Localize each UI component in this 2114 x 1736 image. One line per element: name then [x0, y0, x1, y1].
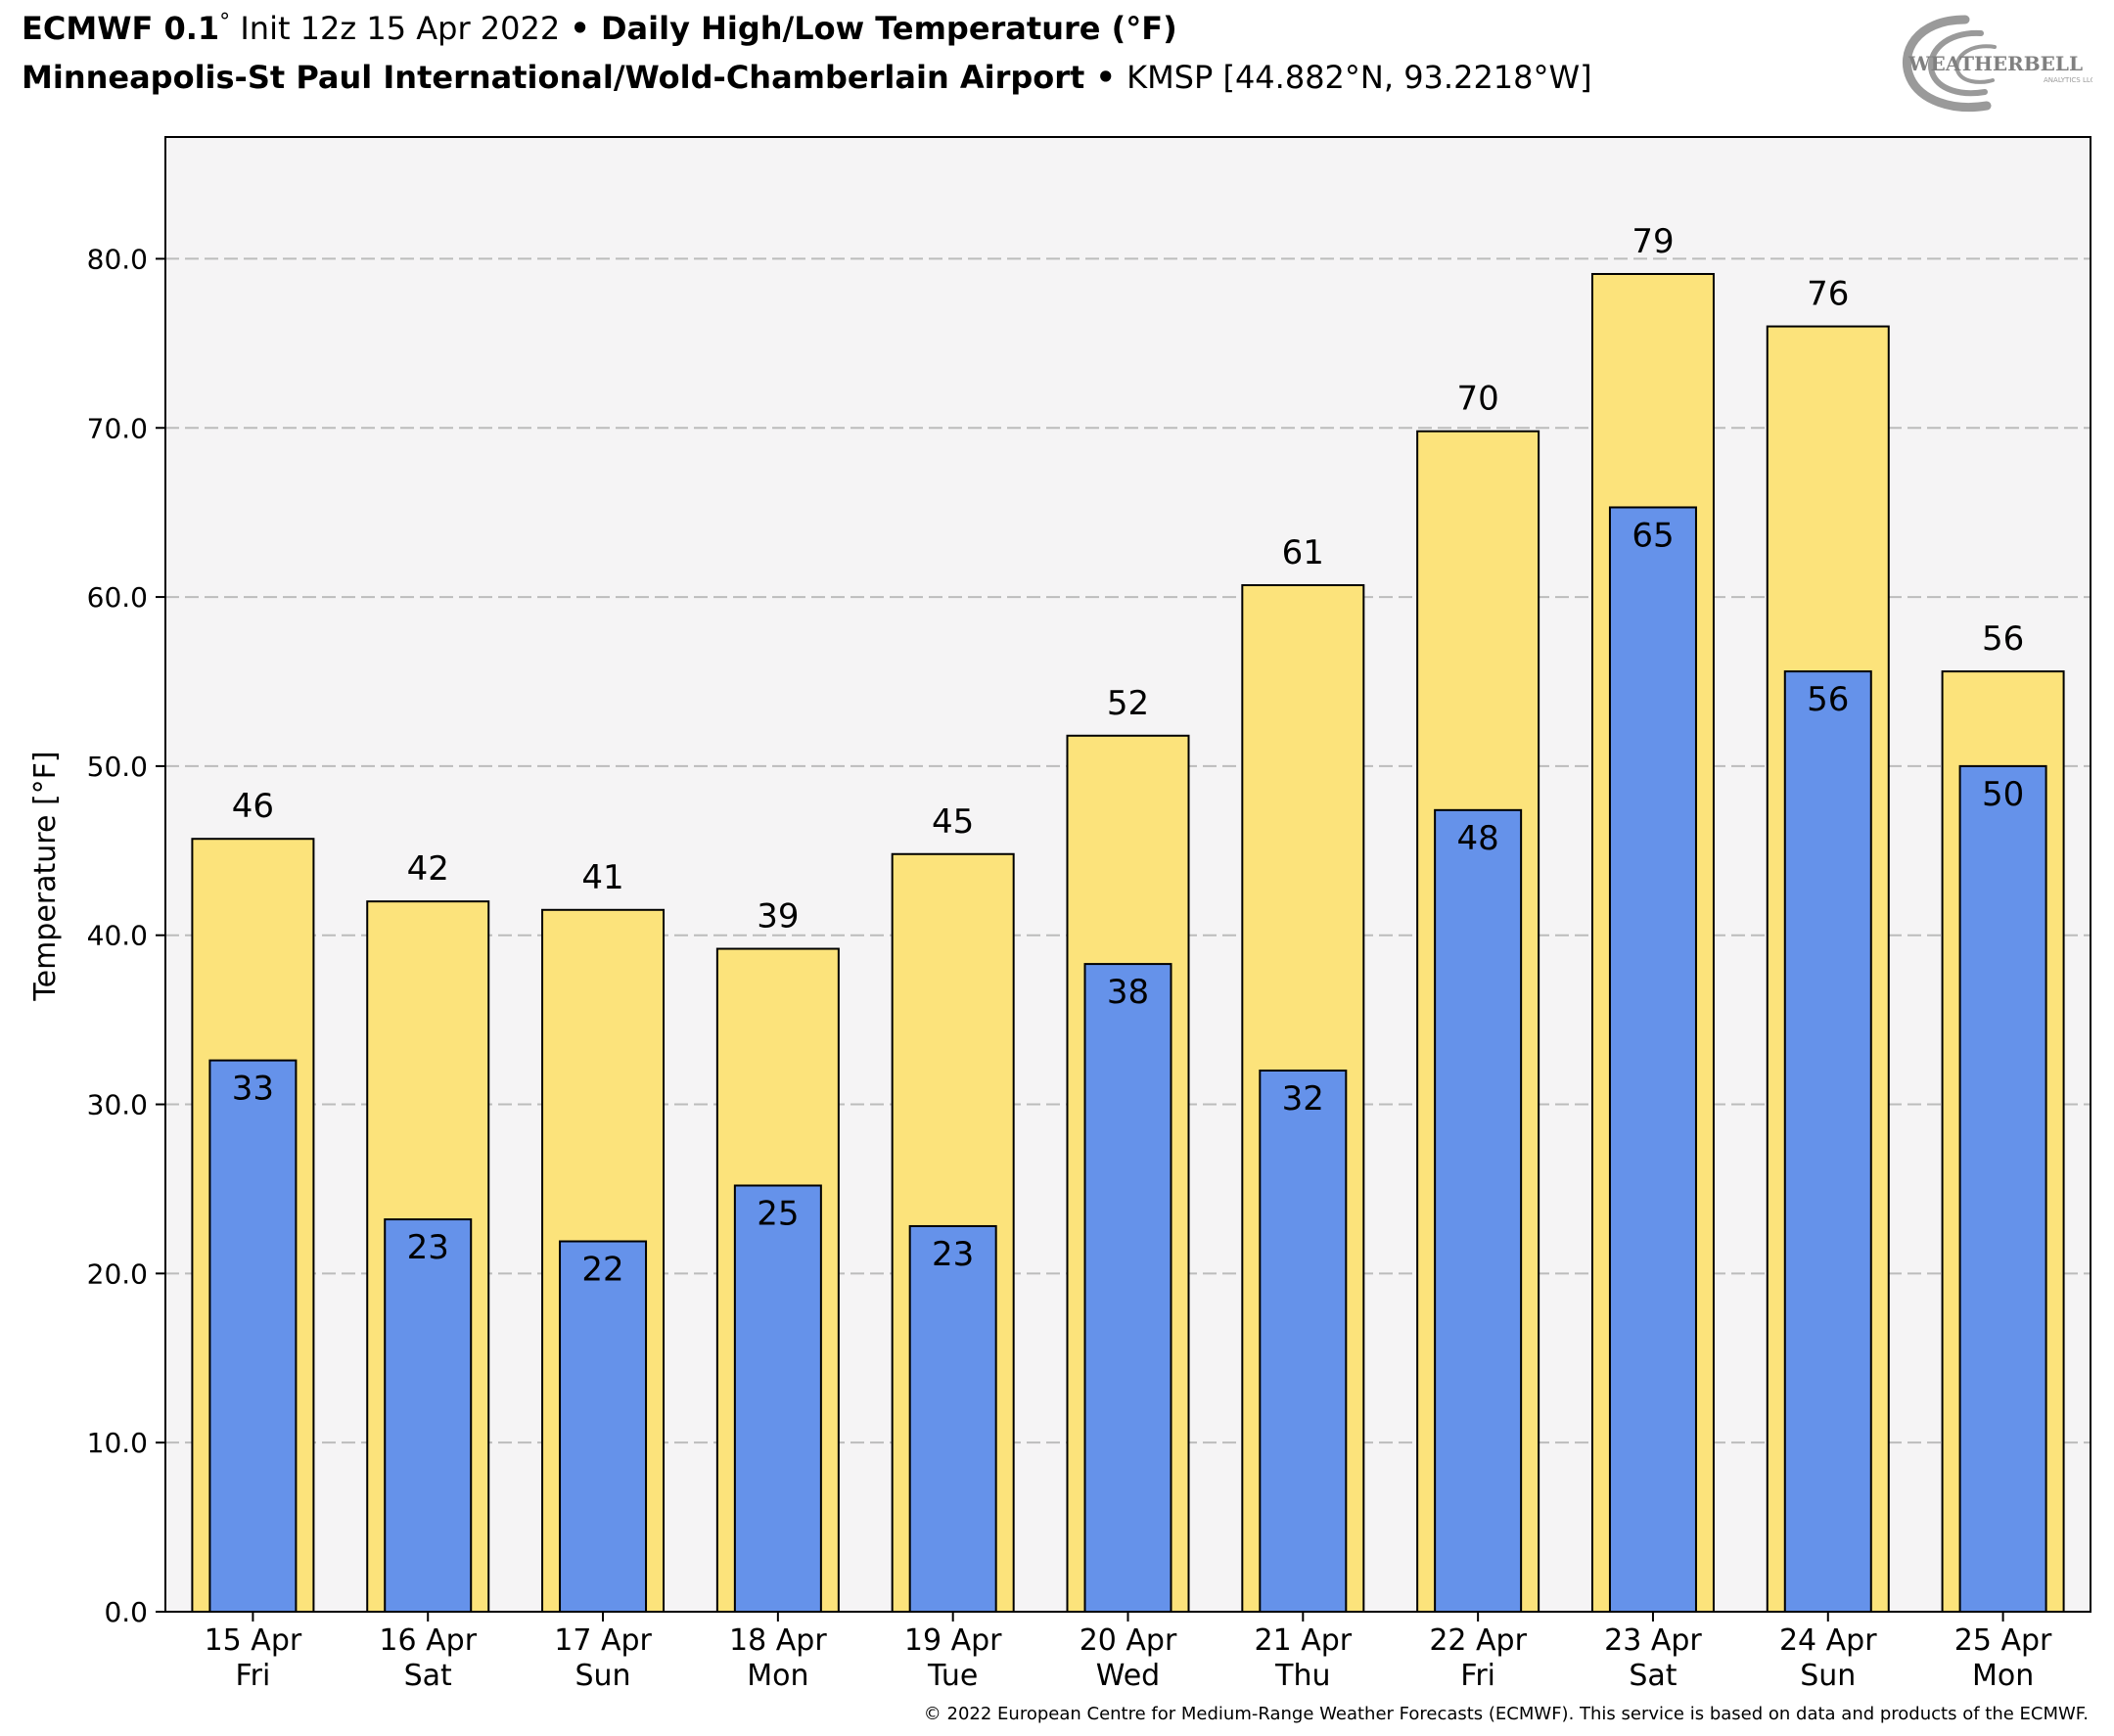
high-value-label: 56 — [1982, 619, 2024, 659]
low-bar — [1083, 963, 1172, 1613]
logo-wordmark: WEATHERBELL — [1907, 52, 2083, 75]
x-tick-label-day: Sat — [404, 1659, 452, 1693]
high-value-label: 61 — [1282, 533, 1324, 572]
y-tick-label: 50.0 — [87, 751, 148, 783]
x-tick-label-day: Sat — [1629, 1659, 1677, 1693]
low-bar — [733, 1184, 822, 1614]
x-tick-label-date: 17 Apr — [554, 1623, 652, 1658]
low-value-label: 56 — [1807, 680, 1849, 719]
low-bar — [384, 1218, 473, 1613]
y-axis-label: Temperature [°F] — [28, 751, 63, 1001]
y-tick-label: 70.0 — [87, 412, 148, 444]
y-tick-label: 40.0 — [87, 920, 148, 952]
low-value-label: 33 — [232, 1070, 274, 1109]
x-tick-label-date: 19 Apr — [904, 1623, 1002, 1658]
x-tick-label-day: Mon — [747, 1659, 808, 1693]
x-tick-label-day: Sun — [1800, 1659, 1856, 1693]
copyright-footer: © 2022 European Centre for Medium-Range … — [923, 1704, 2089, 1724]
high-value-label: 45 — [932, 802, 974, 842]
x-tick-label-date: 16 Apr — [379, 1623, 477, 1658]
low-bar — [1259, 1069, 1348, 1614]
high-value-label: 70 — [1457, 380, 1499, 419]
low-value-label: 38 — [1107, 973, 1149, 1012]
x-tick-label-date: 24 Apr — [1779, 1623, 1877, 1658]
logo-subtext: ANALYTICS LLC — [2044, 76, 2092, 84]
x-tick-label-date: 20 Apr — [1080, 1623, 1177, 1658]
x-tick-label-day: Fri — [236, 1659, 271, 1693]
y-axis: 0.0 10.0 20.0 30.0 40.0 50.0 60.0 70.0 80.0 — [87, 243, 165, 1628]
y-tick-label: 80.0 — [87, 243, 148, 275]
init-time: Init 12z 15 Apr 2022 — [230, 10, 571, 47]
station-name: Minneapolis-St Paul International/Wold-C… — [22, 59, 1085, 96]
high-value-label: 41 — [581, 858, 623, 897]
x-tick-label-date: 15 Apr — [205, 1623, 302, 1658]
x-tick-label-day: Thu — [1274, 1659, 1330, 1693]
low-bar — [1958, 764, 2047, 1613]
high-value-label: 76 — [1807, 275, 1849, 314]
low-value-label: 23 — [407, 1228, 449, 1267]
low-value-label: 48 — [1457, 819, 1499, 858]
low-bar — [908, 1224, 997, 1613]
x-tick-label-date: 25 Apr — [1954, 1623, 2052, 1658]
low-bar — [208, 1059, 298, 1614]
low-value-label: 25 — [757, 1194, 799, 1233]
model-resolution-unit: ° — [219, 10, 231, 34]
bars: 46 33 42 23 41 22 39 25 45 23 52 38 61 32 70 48 79 65 76 56… — [191, 222, 2065, 1614]
y-tick-label: 30.0 — [87, 1089, 148, 1121]
low-value-label: 23 — [932, 1235, 974, 1274]
x-tick-label-day: Sun — [575, 1659, 631, 1693]
high-value-label: 42 — [407, 849, 449, 889]
low-bar — [1434, 808, 1523, 1613]
low-bar — [559, 1240, 648, 1613]
y-tick-label: 60.0 — [87, 581, 148, 614]
title-separator: • — [570, 10, 590, 47]
model-name: ECMWF 0.1 — [22, 10, 220, 47]
x-tick-label-date: 21 Apr — [1255, 1623, 1353, 1658]
high-value-label: 39 — [757, 897, 799, 937]
x-tick-label-day: Mon — [1972, 1659, 2034, 1693]
low-value-label: 32 — [1282, 1079, 1324, 1119]
low-value-label: 22 — [581, 1251, 623, 1290]
y-tick-label: 0.0 — [104, 1596, 148, 1628]
product-name: Daily High/Low Temperature (°F) — [589, 10, 1177, 47]
chart-title: ECMWF 0.1° Init 12z 15 Apr 2022 • Daily … — [22, 10, 1177, 47]
low-value-label: 65 — [1631, 516, 1674, 555]
high-value-label: 46 — [232, 787, 274, 826]
high-value-label: 52 — [1107, 684, 1149, 723]
weatherbell-logo: WEATHERBELL ANALYTICS LLC — [1902, 15, 2092, 113]
x-tick-label-date: 23 Apr — [1604, 1623, 1702, 1658]
low-value-label: 50 — [1982, 775, 2024, 814]
chart-subtitle: Minneapolis-St Paul International/Wold-C… — [22, 59, 1592, 96]
x-tick-label-day: Tue — [927, 1659, 978, 1693]
y-tick-label: 10.0 — [87, 1427, 148, 1459]
low-bar — [1608, 506, 1697, 1613]
station-coords: KMSP [44.882°N, 93.2218°W] — [1126, 59, 1592, 96]
x-tick-label-date: 18 Apr — [729, 1623, 827, 1658]
high-value-label: 79 — [1631, 222, 1674, 261]
x-tick-label-day: Wed — [1096, 1659, 1160, 1693]
y-tick-label: 20.0 — [87, 1257, 148, 1290]
subtitle-separator: • — [1084, 59, 1127, 96]
x-tick-label-day: Fri — [1460, 1659, 1495, 1693]
low-bar — [1783, 670, 1872, 1613]
x-tick-label-date: 22 Apr — [1429, 1623, 1527, 1658]
plot-frame — [164, 136, 2091, 1613]
